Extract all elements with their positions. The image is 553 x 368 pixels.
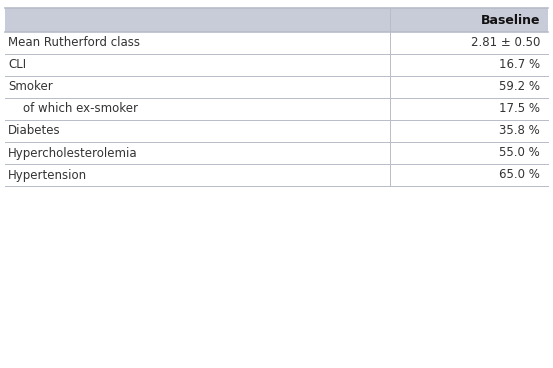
Text: 65.0 %: 65.0 % [499, 169, 540, 181]
Text: Mean Rutherford class: Mean Rutherford class [8, 36, 140, 50]
Text: Hypercholesterolemia: Hypercholesterolemia [8, 146, 138, 159]
Text: Baseline: Baseline [481, 14, 540, 26]
Bar [5, 54, 548, 76]
Text: 2.81 ± 0.50: 2.81 ± 0.50 [471, 36, 540, 50]
Text: 16.7 %: 16.7 % [499, 59, 540, 71]
Text: 59.2 %: 59.2 % [499, 81, 540, 93]
Text: 17.5 %: 17.5 % [499, 103, 540, 116]
Text: 35.8 %: 35.8 % [499, 124, 540, 138]
Bar [5, 142, 548, 164]
Text: 55.0 %: 55.0 % [499, 146, 540, 159]
Text: Smoker: Smoker [8, 81, 53, 93]
Text: of which ex-smoker: of which ex-smoker [8, 103, 138, 116]
Bar [5, 164, 548, 186]
Bar [5, 120, 548, 142]
Bar [5, 98, 548, 120]
Text: CLI: CLI [8, 59, 26, 71]
Text: Diabetes: Diabetes [8, 124, 61, 138]
Text: Hypertension: Hypertension [8, 169, 87, 181]
Bar [5, 76, 548, 98]
Bar [5, 8, 548, 32]
Bar [5, 32, 548, 54]
